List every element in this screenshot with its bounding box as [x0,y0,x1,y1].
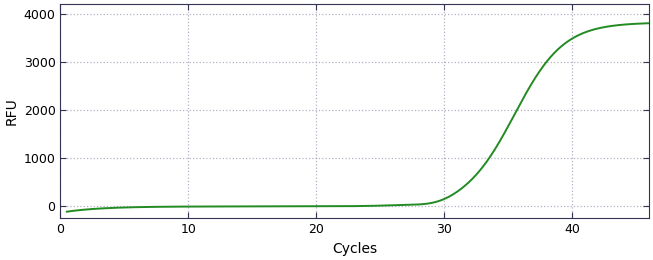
Y-axis label: RFU: RFU [4,98,18,125]
X-axis label: Cycles: Cycles [332,242,377,256]
